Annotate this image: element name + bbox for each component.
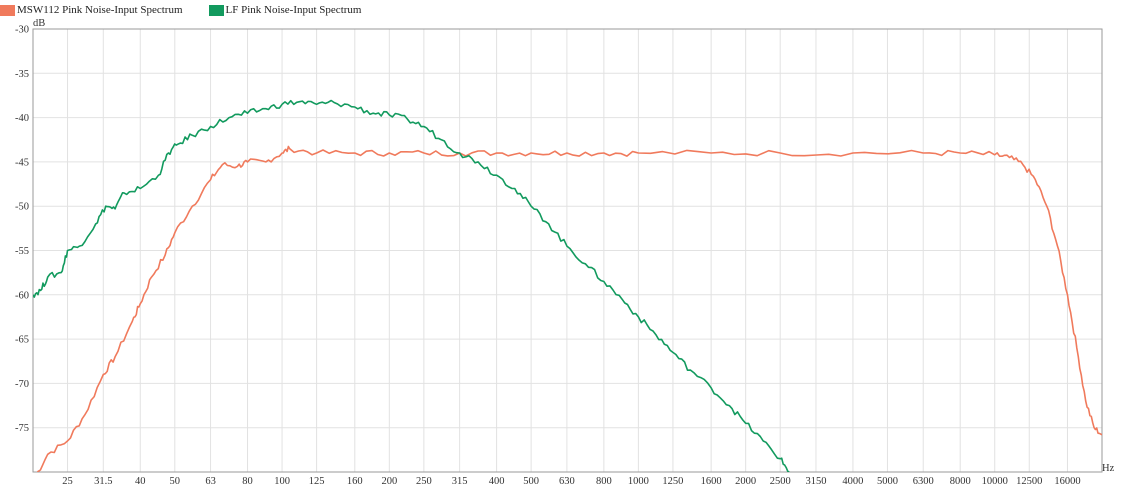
x-tick-label: 200 bbox=[381, 476, 397, 487]
grid bbox=[33, 28, 1102, 472]
y-tick-label: -40 bbox=[15, 113, 29, 124]
x-tick-label: 125 bbox=[309, 476, 325, 487]
y-tick-label: -65 bbox=[15, 335, 29, 346]
legend-item-msw112[interactable]: MSW112 Pink Noise-Input Spectrum bbox=[0, 4, 183, 16]
x-tick-label: 16000 bbox=[1054, 476, 1080, 487]
x-axis-ticks: 25 31.5 40 50 63 80 100 125 160 200 250 315 400 500 63… bbox=[62, 476, 1080, 487]
x-tick-label: 80 bbox=[242, 476, 253, 487]
series-line-lf bbox=[33, 99, 790, 472]
x-tick-label: 12500 bbox=[1016, 476, 1042, 487]
x-tick-label: 6300 bbox=[913, 476, 934, 487]
y-axis-ticks: -30 -35 -40 -45 -50 -55 -60 -65 -70 -75 bbox=[15, 25, 29, 435]
x-tick-label: 1250 bbox=[662, 476, 683, 487]
x-tick-label: 5000 bbox=[877, 476, 898, 487]
y-axis-unit-label: dB bbox=[33, 18, 45, 29]
y-tick-label: -30 bbox=[15, 25, 29, 36]
x-tick-label: 160 bbox=[347, 476, 363, 487]
x-tick-label: 100 bbox=[274, 476, 290, 487]
y-tick-label: -35 bbox=[15, 69, 29, 80]
x-tick-label: 2000 bbox=[735, 476, 756, 487]
x-tick-label: 4000 bbox=[842, 476, 863, 487]
x-tick-label: 500 bbox=[523, 476, 539, 487]
x-tick-label: 3150 bbox=[805, 476, 826, 487]
legend-label-lf: LF Pink Noise-Input Spectrum bbox=[225, 4, 362, 16]
series-layer bbox=[33, 99, 1102, 472]
y-tick-label: -45 bbox=[15, 157, 29, 168]
x-tick-label: 40 bbox=[135, 476, 146, 487]
x-tick-label: 2500 bbox=[770, 476, 791, 487]
x-tick-label: 25 bbox=[62, 476, 73, 487]
y-tick-label: -75 bbox=[15, 423, 29, 434]
x-tick-label: 31.5 bbox=[94, 476, 112, 487]
x-tick-label: 1000 bbox=[628, 476, 649, 487]
x-tick-label: 50 bbox=[170, 476, 181, 487]
x-tick-label: 800 bbox=[596, 476, 612, 487]
legend: MSW112 Pink Noise-Input Spectrum LF Pink… bbox=[0, 0, 387, 20]
x-tick-label: 250 bbox=[416, 476, 432, 487]
y-tick-label: -50 bbox=[15, 202, 29, 213]
plot-border bbox=[32, 28, 1103, 473]
series-line-msw112 bbox=[36, 145, 1102, 472]
x-axis-unit-label: Hz bbox=[1102, 463, 1115, 474]
y-tick-label: -60 bbox=[15, 290, 29, 301]
legend-swatch-lf bbox=[208, 4, 224, 16]
x-tick-label: 63 bbox=[205, 476, 216, 487]
x-tick-label: 10000 bbox=[982, 476, 1008, 487]
x-tick-label: 1600 bbox=[701, 476, 722, 487]
plot-frame bbox=[32, 28, 1103, 473]
y-tick-label: -55 bbox=[15, 246, 29, 257]
x-tick-label: 315 bbox=[452, 476, 468, 487]
x-tick-label: 630 bbox=[559, 476, 575, 487]
y-tick-label: -70 bbox=[15, 379, 29, 390]
legend-item-lf[interactable]: LF Pink Noise-Input Spectrum bbox=[208, 4, 362, 16]
x-tick-label: 8000 bbox=[950, 476, 971, 487]
x-tick-label: 400 bbox=[489, 476, 505, 487]
legend-label-msw112: MSW112 Pink Noise-Input Spectrum bbox=[17, 4, 183, 16]
legend-swatch-msw112 bbox=[0, 4, 15, 16]
